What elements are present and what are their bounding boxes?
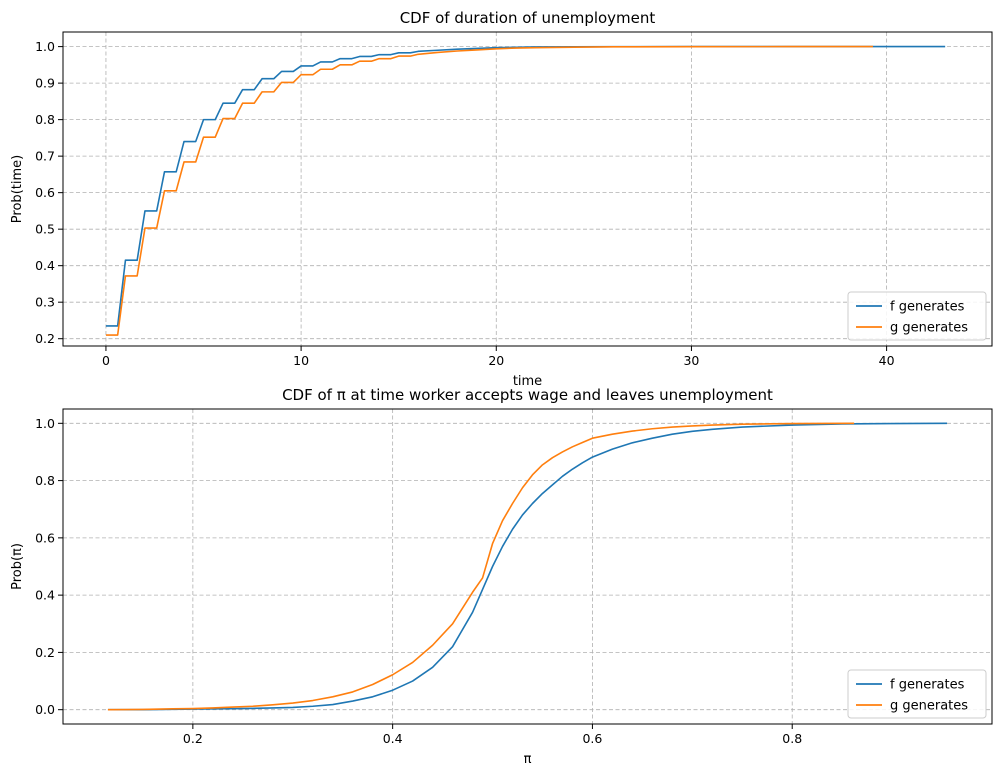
series-line-g (107, 422, 855, 711)
y-tick-label: 0.9 (35, 76, 55, 91)
duration-cdf-chart: 0 10 20 30 40 0.2 0.3 0.4 0.5 0.6 0.7 0.8 0.9 1.0 CDF … (10, 9, 993, 389)
chart-title: CDF of π at time worker accepts wage and… (282, 386, 773, 404)
x-tick-label: 40 (879, 353, 895, 368)
x-tick-label: 0 (102, 353, 110, 368)
y-tick-label: 0.6 (35, 185, 55, 200)
legend: f generates g generates (847, 291, 987, 341)
x-axis-label: time (513, 374, 542, 389)
y-tick-label: 0.3 (35, 295, 55, 310)
legend-box (847, 669, 987, 719)
y-tick-label: 0.5 (35, 222, 55, 237)
x-tick-label: 0.4 (383, 731, 403, 746)
x-axis-label: π (524, 752, 532, 767)
y-tick-label: 0.8 (35, 112, 55, 127)
plot-frame (62, 31, 993, 347)
y-tick-label: 0.0 (35, 702, 55, 717)
y-tick-label: 0.7 (35, 149, 55, 164)
legend: f generates g generates (847, 669, 987, 719)
x-tick-label: 10 (293, 353, 309, 368)
legend-label-g: g generates (890, 699, 968, 714)
plot-frame (62, 408, 993, 725)
y-tick-label: 1.0 (35, 39, 55, 54)
series-line-f (107, 422, 948, 711)
y-tick-label: 0.4 (35, 258, 55, 273)
y-tick-label: 0.2 (35, 645, 55, 660)
legend-box (847, 291, 987, 341)
legend-label-f: f generates (890, 300, 965, 315)
series-line-g (105, 45, 873, 336)
y-axis-label: Prob(time) (10, 155, 25, 223)
y-tick-label: 0.8 (35, 473, 55, 488)
legend-label-g: g generates (890, 321, 968, 336)
y-axis-label: Prob(π) (10, 543, 25, 590)
y-tick-label: 0.6 (35, 530, 55, 545)
legend-label-f: f generates (890, 678, 965, 693)
y-tick-label: 0.4 (35, 588, 55, 603)
x-tick-label: 20 (488, 353, 504, 368)
chart-title: CDF of duration of unemployment (400, 9, 656, 27)
y-tick-label: 0.2 (35, 331, 55, 346)
y-tick-label: 1.0 (35, 416, 55, 431)
x-tick-label: 0.8 (782, 731, 802, 746)
x-tick-label: 30 (683, 353, 699, 368)
series-line-f (105, 45, 946, 327)
x-tick-label: 0.6 (582, 731, 602, 746)
x-tick-label: 0.2 (183, 731, 203, 746)
pi-cdf-chart: 0.2 0.4 0.6 0.8 0.0 0.2 0.4 0.6 0.8 1.0 CDF of π a… (10, 386, 993, 767)
